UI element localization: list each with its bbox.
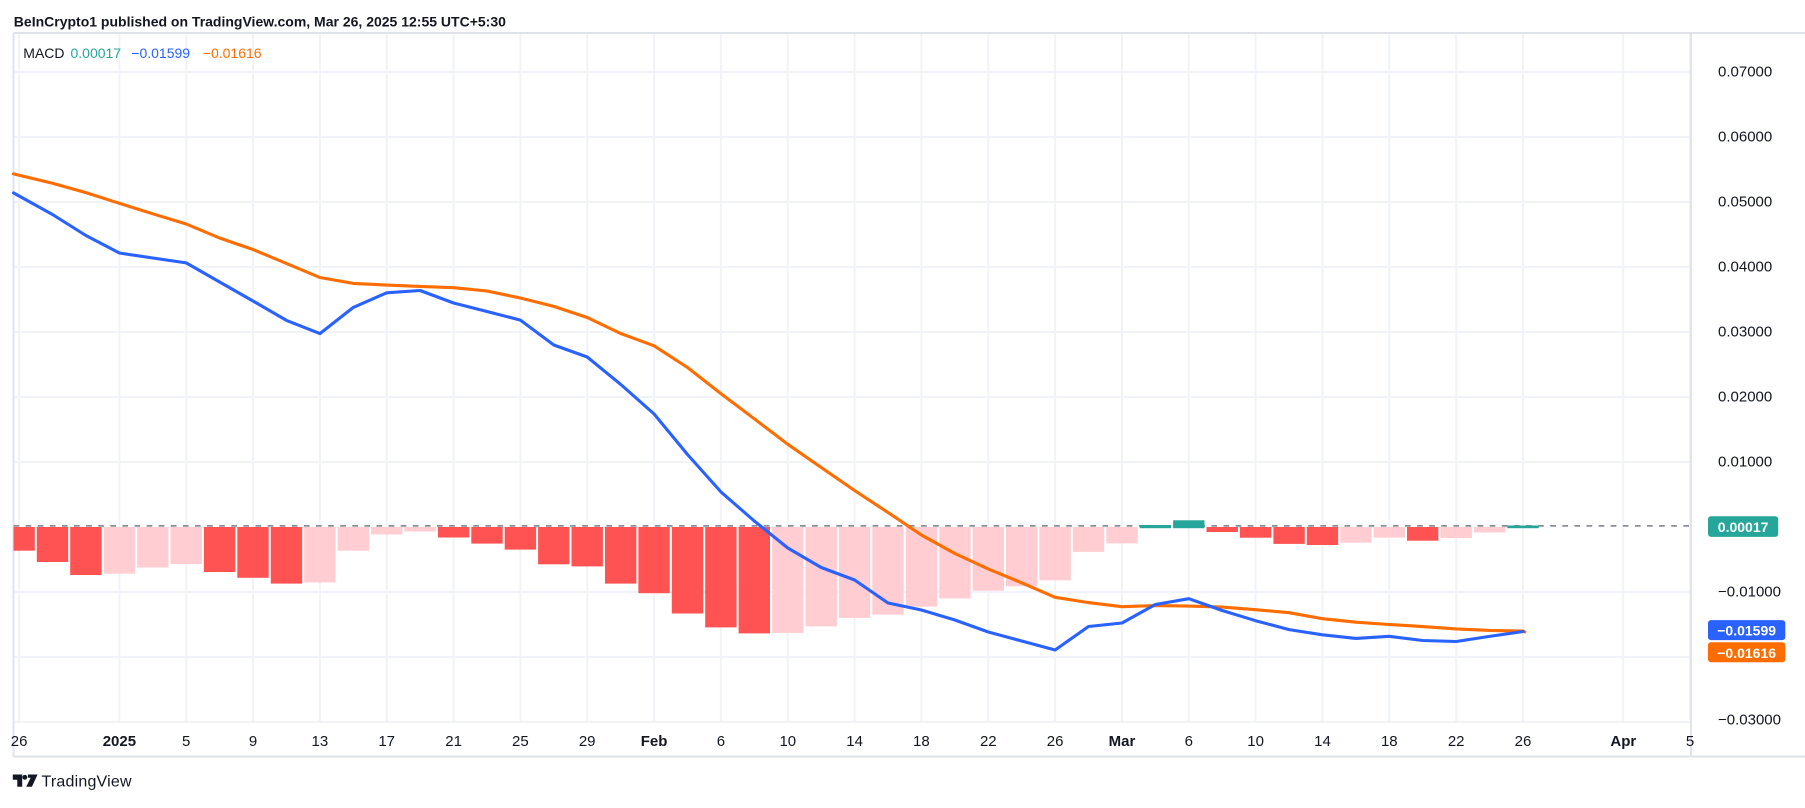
svg-text:0.02000: 0.02000 [1718,389,1772,406]
svg-text:21: 21 [445,733,462,750]
svg-text:0.00017: 0.00017 [1718,519,1769,535]
svg-text:BeInCrypto1 published on Tradi: BeInCrypto1 published on TradingView.com… [14,14,506,30]
svg-text:−0.03000: −0.03000 [1718,712,1781,729]
svg-text:18: 18 [1381,733,1398,750]
svg-text:14: 14 [1314,733,1331,750]
svg-text:Apr: Apr [1610,733,1636,750]
svg-text:22: 22 [1448,733,1465,750]
svg-text:2025: 2025 [103,733,136,750]
svg-text:17: 17 [378,733,395,750]
svg-text:6: 6 [717,733,725,750]
svg-text:Feb: Feb [641,733,668,750]
svg-text:9: 9 [249,733,257,750]
svg-text:26: 26 [11,733,28,750]
svg-text:−0.01599: −0.01599 [131,45,190,61]
svg-text:0.03000: 0.03000 [1718,324,1772,341]
svg-text:29: 29 [579,733,596,750]
svg-text:0.04000: 0.04000 [1718,259,1772,276]
svg-text:18: 18 [913,733,930,750]
svg-text:5: 5 [182,733,190,750]
svg-text:5: 5 [1686,733,1694,750]
svg-text:13: 13 [312,733,329,750]
svg-text:25: 25 [512,733,529,750]
svg-text:0.00017: 0.00017 [71,45,122,61]
svg-text:0.07000: 0.07000 [1718,64,1772,81]
svg-text:0.06000: 0.06000 [1718,129,1772,146]
svg-text:0.05000: 0.05000 [1718,194,1772,211]
svg-text:MACD: MACD [23,45,64,61]
svg-text:−0.01616: −0.01616 [203,45,262,61]
svg-text:0.01000: 0.01000 [1718,454,1772,471]
svg-text:10: 10 [779,733,796,750]
svg-text:26: 26 [1515,733,1532,750]
svg-text:Mar: Mar [1109,733,1136,750]
svg-text:−0.01000: −0.01000 [1718,584,1781,601]
svg-text:26: 26 [1047,733,1064,750]
svg-text:−0.01616: −0.01616 [1717,645,1776,661]
svg-text:−0.01599: −0.01599 [1717,623,1776,639]
svg-text:10: 10 [1247,733,1264,750]
svg-text:TradingView: TradingView [42,774,132,791]
svg-text:22: 22 [980,733,997,750]
svg-text:14: 14 [846,733,863,750]
svg-text:6: 6 [1185,733,1193,750]
